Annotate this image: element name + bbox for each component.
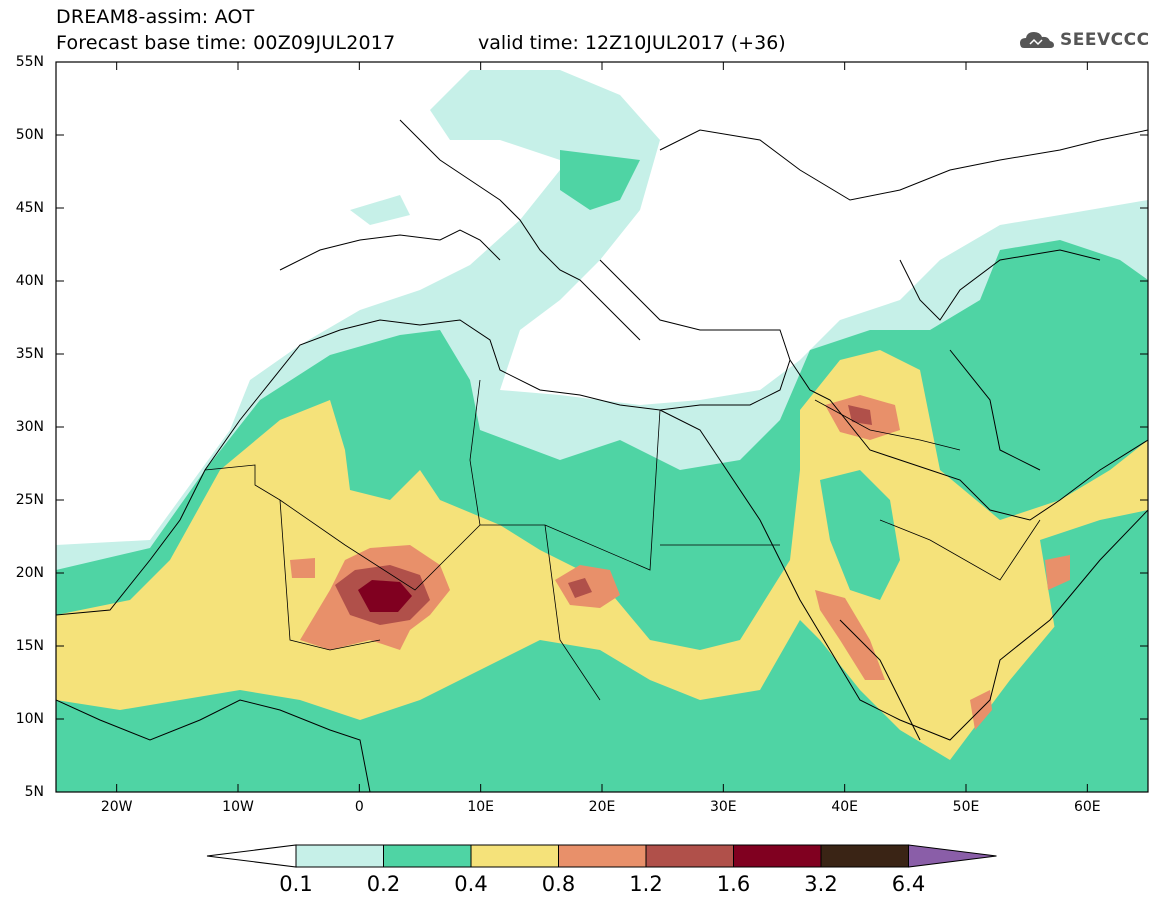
logo-text: SEEVCCC	[1060, 30, 1150, 50]
colorbar-level-label: 0.1	[279, 872, 313, 896]
colorbar-segment	[206, 844, 297, 868]
latitude-label: 30N	[15, 419, 44, 435]
colorbar-segment	[295, 844, 384, 868]
aot-contour-0.2	[560, 150, 640, 210]
colorbar-level-label: 0.4	[454, 872, 488, 896]
aot-contour-0.8	[815, 590, 885, 680]
aot-contour-0.1	[430, 70, 660, 170]
aot-contour-0.8	[970, 690, 992, 730]
colorbar-level-label: 0.2	[366, 872, 401, 896]
longitude-label: 50E	[952, 799, 980, 815]
colorbar-segment	[908, 844, 997, 868]
colorbar-level-label: 0.8	[541, 872, 576, 896]
aot-contour-1.2	[848, 405, 872, 425]
latitude-label: 15N	[15, 638, 44, 654]
latitude-label: 5N	[24, 784, 44, 800]
latitude-label: 25N	[15, 492, 44, 508]
longitude-label: 20E	[588, 799, 616, 815]
longitude-label: 60E	[1073, 799, 1101, 815]
aot-contour-0.4	[820, 470, 900, 600]
longitude-label: 10E	[467, 799, 494, 815]
cloud-icon	[1020, 32, 1054, 48]
colorbar-level-label: 6.4	[891, 872, 926, 896]
longitude-label: 30E	[709, 799, 737, 815]
axis-ticks	[56, 61, 1148, 793]
aot-contour-0.8	[290, 558, 315, 578]
colorbar-segment	[733, 844, 822, 868]
longitude-label: 10W	[222, 799, 254, 815]
coastlines	[56, 119, 1148, 792]
aot-contour-1.2	[568, 578, 592, 598]
aot-contour-1.6	[358, 580, 412, 612]
colorbar-segment	[470, 844, 559, 868]
latitude-label: 35N	[15, 346, 44, 362]
colorbar-segment	[820, 844, 909, 868]
colorbar-segment	[645, 844, 734, 868]
latitude-label: 10N	[15, 711, 44, 727]
latitude-label: 45N	[15, 200, 44, 216]
colorbar-level-label: 1.6	[716, 872, 751, 896]
aot-contour-0.4	[1040, 510, 1148, 660]
latitude-label: 20N	[15, 565, 44, 581]
borders	[204, 379, 1041, 701]
colorbar-segment	[383, 844, 472, 868]
latitude-label: 50N	[15, 127, 44, 143]
colorbar	[206, 844, 997, 868]
forecast-base-time: Forecast base time: 00Z09JUL2017	[56, 32, 396, 54]
longitude-label: 40E	[831, 799, 858, 815]
latitude-label: 55N	[15, 54, 44, 70]
map-title: DREAM8-assim: AOT	[56, 6, 255, 28]
valid-time: valid time: 12Z10JUL2017 (+36)	[478, 32, 786, 54]
colorbar-level-label: 1.2	[629, 872, 663, 896]
aot-contour-0.8	[1045, 555, 1070, 590]
aot-contour-0.1	[350, 195, 410, 225]
colorbar-level-label: 3.2	[804, 872, 838, 896]
latitude-label: 40N	[15, 273, 44, 289]
longitude-label: 20W	[100, 799, 133, 815]
colorbar-segment	[558, 844, 647, 868]
aot-field	[56, 70, 1148, 792]
longitude-label: 0	[354, 799, 364, 815]
